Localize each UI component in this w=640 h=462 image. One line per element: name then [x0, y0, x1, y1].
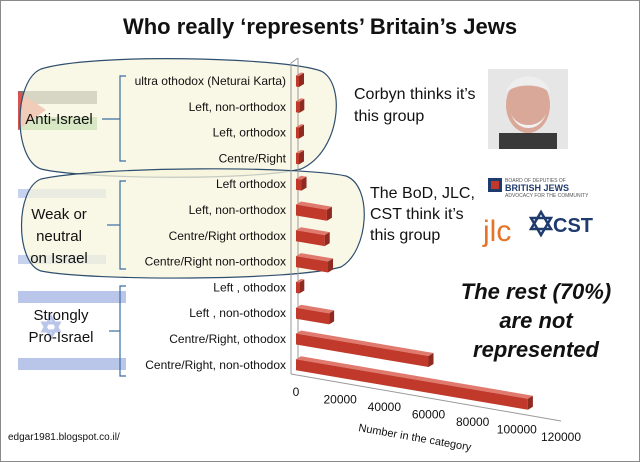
- weak-israel-bubble: [20, 168, 365, 279]
- group-label-line: Strongly: [33, 307, 89, 324]
- annotation-line: Corbyn thinks it’s: [354, 86, 476, 103]
- x-tick-label: 0: [293, 385, 300, 399]
- category-label: ultra othodox (Neturai Karta): [135, 74, 286, 88]
- corbyn-photo: [488, 69, 568, 149]
- chart-title: Who really ‘represents’ Britain’s Jews: [123, 14, 517, 39]
- group-labels: Anti-Israel Weak or neutral on Israel Strong…: [25, 111, 93, 346]
- annotation-line: The BoD, JLC,: [370, 185, 475, 202]
- category-label: Centre/Right, othodox: [169, 332, 286, 346]
- cst-logo-text: CST: [553, 215, 593, 237]
- category-label: Left, non-orthodox: [189, 203, 286, 217]
- category-label: Centre/Right: [219, 151, 287, 165]
- annotation-line: represented: [473, 337, 600, 362]
- bar: [296, 201, 332, 221]
- bar: [296, 72, 304, 88]
- bar: [296, 253, 334, 273]
- bar: [296, 304, 335, 325]
- x-tick-label: 80000: [456, 415, 490, 429]
- category-label: Left, non-orthodox: [189, 100, 286, 114]
- x-axis-ticks: 0 20000 40000 60000 80000 100000 120000: [293, 385, 582, 444]
- category-label: Left , non-othodox: [189, 306, 286, 320]
- category-labels: ultra othodox (Neturai Karta) Left, non-o…: [135, 74, 287, 372]
- annotation-line: CST think it’s: [370, 206, 464, 223]
- cst-logo: CST: [528, 209, 593, 238]
- bod-logo: BOARD OF DEPUTIES OF BRITISH JEWS ADVOCA…: [488, 178, 589, 199]
- bar: [296, 227, 330, 247]
- credit-text: edgar1981.blogspot.co.il/: [8, 432, 120, 443]
- bar: [296, 278, 305, 294]
- bar: [296, 124, 304, 139]
- annotation-line: this group: [370, 227, 440, 244]
- x-tick-label: 20000: [323, 393, 357, 407]
- annotation-line: this group: [354, 108, 424, 125]
- group-label-line: Pro-Israel: [28, 329, 93, 346]
- bar-series: [296, 72, 533, 410]
- annotation-line: are not: [499, 308, 574, 333]
- group-label-line: Weak or: [31, 206, 87, 223]
- annotation-line: The rest (70%): [461, 279, 611, 304]
- rest-annotation: The rest (70%) are not represented: [461, 279, 611, 362]
- group-brackets: [102, 75, 126, 377]
- bar: [296, 356, 533, 410]
- category-label: Centre/Right orthodox: [169, 229, 286, 243]
- group-label-line: neutral: [36, 228, 82, 245]
- x-tick-label: 40000: [368, 400, 402, 414]
- bod-logo-line1: BOARD OF DEPUTIES OF: [505, 178, 566, 184]
- x-tick-label: 100000: [497, 423, 537, 437]
- bod-logo-line2: BRITISH JEWS: [505, 183, 569, 193]
- category-label: Centre/Right non-orthodox: [145, 255, 286, 269]
- bod-crest-icon: [488, 178, 502, 192]
- jlc-logo: jlc: [482, 215, 511, 248]
- category-label: Centre/Right, non-othodox: [145, 358, 286, 372]
- israel-flag-icon-2: [18, 291, 126, 370]
- bar: [296, 149, 304, 165]
- category-label: Left orthodox: [216, 177, 286, 191]
- bar: [296, 98, 305, 113]
- jlc-logo-text: jlc: [482, 215, 511, 248]
- bod-annotation: The BoD, JLC, CST think it’s this group: [370, 185, 475, 244]
- bar: [296, 330, 434, 368]
- bod-logo-line3: ADVOCACY FOR THE COMMUNITY: [505, 193, 589, 199]
- x-tick-label: 120000: [541, 430, 581, 444]
- group-label-line: Anti-Israel: [25, 111, 93, 128]
- category-label: Left , othodox: [213, 280, 286, 294]
- x-tick-label: 60000: [412, 408, 446, 422]
- anti-israel-bubble: [19, 58, 337, 178]
- group-label-line: on Israel: [30, 250, 88, 267]
- category-label: Left, orthodox: [213, 126, 286, 140]
- bar: [296, 175, 307, 191]
- corbyn-annotation: Corbyn thinks it’s this group: [354, 86, 476, 125]
- star-of-david-icon: [528, 209, 554, 238]
